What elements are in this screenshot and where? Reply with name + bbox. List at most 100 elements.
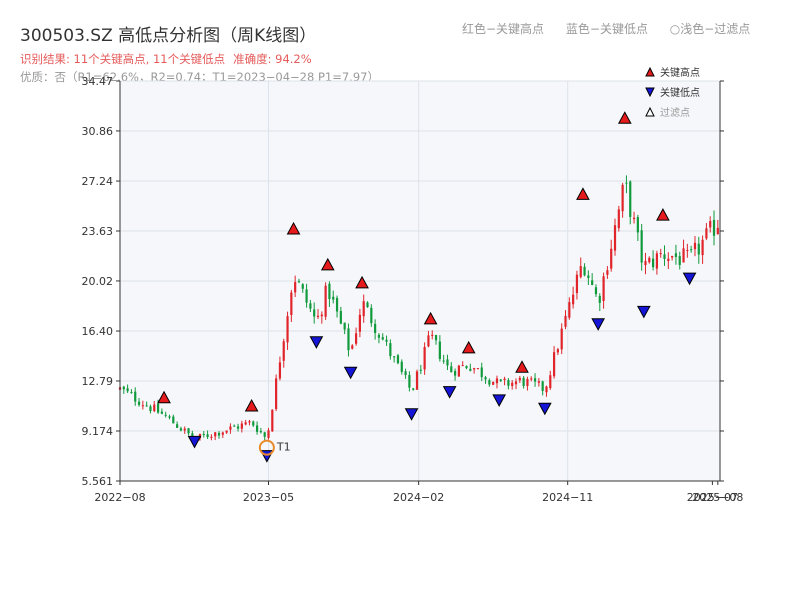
candle-body bbox=[545, 386, 548, 393]
key-low-marker bbox=[537, 402, 552, 416]
candle-body bbox=[240, 423, 243, 429]
candle-body bbox=[176, 424, 179, 428]
candle-body bbox=[446, 359, 449, 366]
key-high-marker bbox=[515, 360, 529, 373]
candle-body bbox=[278, 362, 282, 379]
top-legend: 红色−关键高点 蓝色−关键低点 ○浅色−过滤点 bbox=[462, 20, 750, 37]
candle-body bbox=[465, 365, 468, 369]
key-low-marker bbox=[187, 435, 202, 449]
y-tick-label: 5.561 bbox=[82, 475, 114, 488]
candle-body bbox=[522, 377, 525, 386]
candle-body bbox=[476, 368, 480, 370]
legend-label: 关键低点 bbox=[660, 86, 700, 99]
candle-body bbox=[271, 409, 274, 432]
result-line: 识别结果: 11个关键高点, 11个关键低点 准确度: 94.2% bbox=[20, 51, 312, 67]
candle-body bbox=[354, 333, 358, 344]
candle-body bbox=[149, 406, 152, 412]
candle-body bbox=[549, 375, 552, 389]
candle-body bbox=[225, 430, 228, 433]
candle-body bbox=[290, 292, 293, 316]
candle-body bbox=[556, 349, 559, 353]
candle-body bbox=[412, 388, 415, 390]
candle-body bbox=[172, 416, 175, 424]
candle-body bbox=[568, 302, 571, 318]
candle-body bbox=[473, 368, 476, 370]
candle-body bbox=[537, 381, 540, 383]
candle-body bbox=[229, 426, 232, 430]
candle-body bbox=[179, 428, 183, 431]
candle-body bbox=[507, 380, 510, 386]
candle-body bbox=[343, 322, 346, 330]
key-low-marker bbox=[343, 366, 358, 380]
key-low-marker bbox=[492, 394, 506, 407]
candle-body bbox=[221, 432, 224, 435]
key-high-marker bbox=[286, 221, 301, 235]
candle-body bbox=[217, 432, 221, 436]
candle-body bbox=[697, 243, 700, 255]
candle-body bbox=[160, 411, 163, 414]
key-high-marker bbox=[244, 399, 259, 412]
candle-body bbox=[389, 343, 392, 357]
candle-body bbox=[252, 421, 255, 426]
candle-body bbox=[667, 258, 670, 262]
candle-body bbox=[560, 328, 563, 350]
candle-body bbox=[461, 365, 464, 367]
candle-body bbox=[324, 285, 327, 317]
x-tick-label: 2024−11 bbox=[542, 491, 593, 504]
y-tick-label: 20.02 bbox=[82, 275, 114, 288]
candle-body bbox=[259, 431, 262, 433]
result-text: 识别结果: 11个关键高点, 11个关键低点 bbox=[20, 52, 226, 66]
key-high-marker bbox=[320, 257, 335, 271]
candle-body bbox=[671, 255, 674, 258]
candle-body bbox=[408, 375, 411, 388]
candle-body bbox=[335, 297, 339, 312]
key-high-marker bbox=[355, 275, 369, 289]
candle-body bbox=[202, 434, 205, 436]
candle-body bbox=[156, 403, 160, 413]
candle-body bbox=[602, 276, 605, 301]
key-high-marker bbox=[461, 340, 476, 354]
candle-body bbox=[309, 303, 312, 309]
candle-body bbox=[442, 360, 445, 362]
x-tick-label: 2025−08 bbox=[692, 491, 743, 504]
candle-body bbox=[393, 356, 396, 358]
candle-body bbox=[267, 430, 270, 438]
candle-body bbox=[187, 428, 190, 434]
candle-body bbox=[438, 341, 441, 359]
candle-body bbox=[636, 217, 639, 233]
candle-body bbox=[640, 230, 643, 263]
candle-body bbox=[701, 239, 704, 256]
candle-body bbox=[530, 378, 533, 380]
key-high-marker bbox=[617, 111, 632, 124]
candle-body bbox=[385, 339, 388, 342]
candle-body bbox=[415, 371, 419, 390]
candle-body bbox=[518, 377, 521, 381]
candle-body bbox=[366, 302, 369, 308]
candle-body bbox=[282, 341, 285, 361]
legend-label: 关键高点 bbox=[660, 66, 700, 79]
candle-body bbox=[362, 301, 365, 317]
candle-body bbox=[423, 346, 426, 370]
candle-body bbox=[564, 315, 567, 327]
x-tick-label: 2023−05 bbox=[243, 491, 294, 504]
candle-body bbox=[682, 248, 685, 263]
legend-marker bbox=[645, 106, 655, 117]
candle-body bbox=[613, 225, 617, 251]
annotation: T1 bbox=[258, 439, 291, 456]
candle-body bbox=[332, 296, 335, 300]
candle-body bbox=[705, 228, 708, 239]
key-low-marker bbox=[637, 305, 651, 319]
candle-body bbox=[716, 227, 719, 235]
t1-label: T1 bbox=[276, 441, 291, 454]
candle-body bbox=[709, 221, 712, 228]
candle-body bbox=[130, 392, 133, 394]
candle-body bbox=[313, 309, 316, 317]
key-high-marker bbox=[157, 390, 171, 404]
candle-body bbox=[305, 289, 308, 303]
candle-body bbox=[541, 381, 544, 391]
candle-body bbox=[453, 371, 457, 376]
key-high-marker bbox=[656, 208, 670, 221]
x-tick-label: 2025−07 bbox=[687, 491, 738, 504]
candle-body bbox=[610, 248, 613, 269]
